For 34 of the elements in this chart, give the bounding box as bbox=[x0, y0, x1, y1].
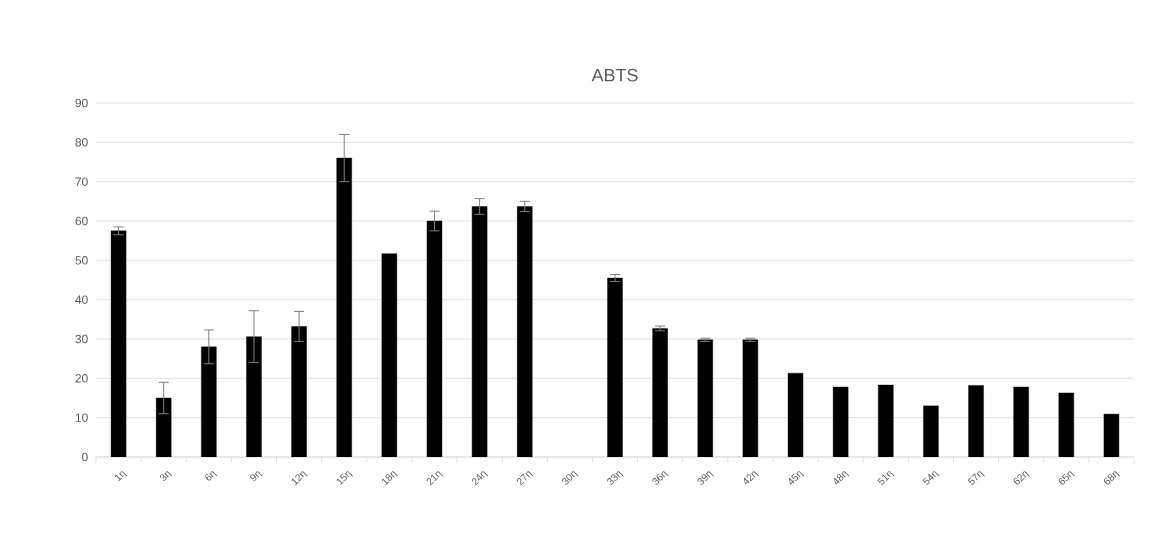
x-tick-label: 68η bbox=[1103, 471, 1121, 485]
x-tick-label: 18η bbox=[381, 471, 399, 486]
y-tick-label: 40 bbox=[75, 295, 88, 304]
chart-title: ABTS bbox=[591, 68, 638, 82]
y-tick-label: 20 bbox=[75, 374, 88, 383]
x-tick-label: 24η bbox=[471, 471, 489, 486]
y-tick-label: 80 bbox=[75, 138, 88, 147]
x-tick-label: 3η bbox=[159, 471, 173, 481]
x-tick-label: 12η bbox=[291, 471, 308, 486]
x-tick-label: 15η bbox=[336, 471, 353, 486]
x-tick-label: 42η bbox=[743, 471, 760, 485]
x-tick-label: 27η bbox=[517, 471, 534, 486]
x-tick-label: 65η bbox=[1058, 471, 1076, 485]
y-tick-label: 30 bbox=[75, 334, 88, 344]
x-tick-label: 21η bbox=[426, 471, 444, 486]
y-tick-label: 70 bbox=[75, 177, 88, 186]
x-tick-label: 39η bbox=[697, 471, 714, 485]
y-tick-label: 90 bbox=[75, 98, 88, 108]
y-tick-label: 50 bbox=[75, 256, 88, 265]
x-tick-label: 33η bbox=[607, 471, 624, 485]
x-tick-label: 54η bbox=[922, 471, 940, 485]
y-tick-label: 10 bbox=[75, 413, 88, 422]
x-tick-label: 9η bbox=[250, 471, 263, 481]
x-tick-label: 6η bbox=[205, 471, 218, 481]
x-tick-label: 57η bbox=[967, 471, 985, 485]
y-tick-label: 60 bbox=[75, 216, 88, 226]
x-tick-label: 48η bbox=[834, 471, 850, 485]
x-tick-label: 51η bbox=[877, 471, 895, 485]
x-tick-label: 36η bbox=[652, 471, 669, 485]
x-tick-label: 1η bbox=[115, 471, 128, 482]
x-tick-label: 62η bbox=[1013, 471, 1030, 485]
y-tick-label: 0 bbox=[82, 452, 88, 462]
x-tick-label: 30η bbox=[562, 471, 579, 485]
x-tick-label: 45η bbox=[788, 471, 805, 485]
